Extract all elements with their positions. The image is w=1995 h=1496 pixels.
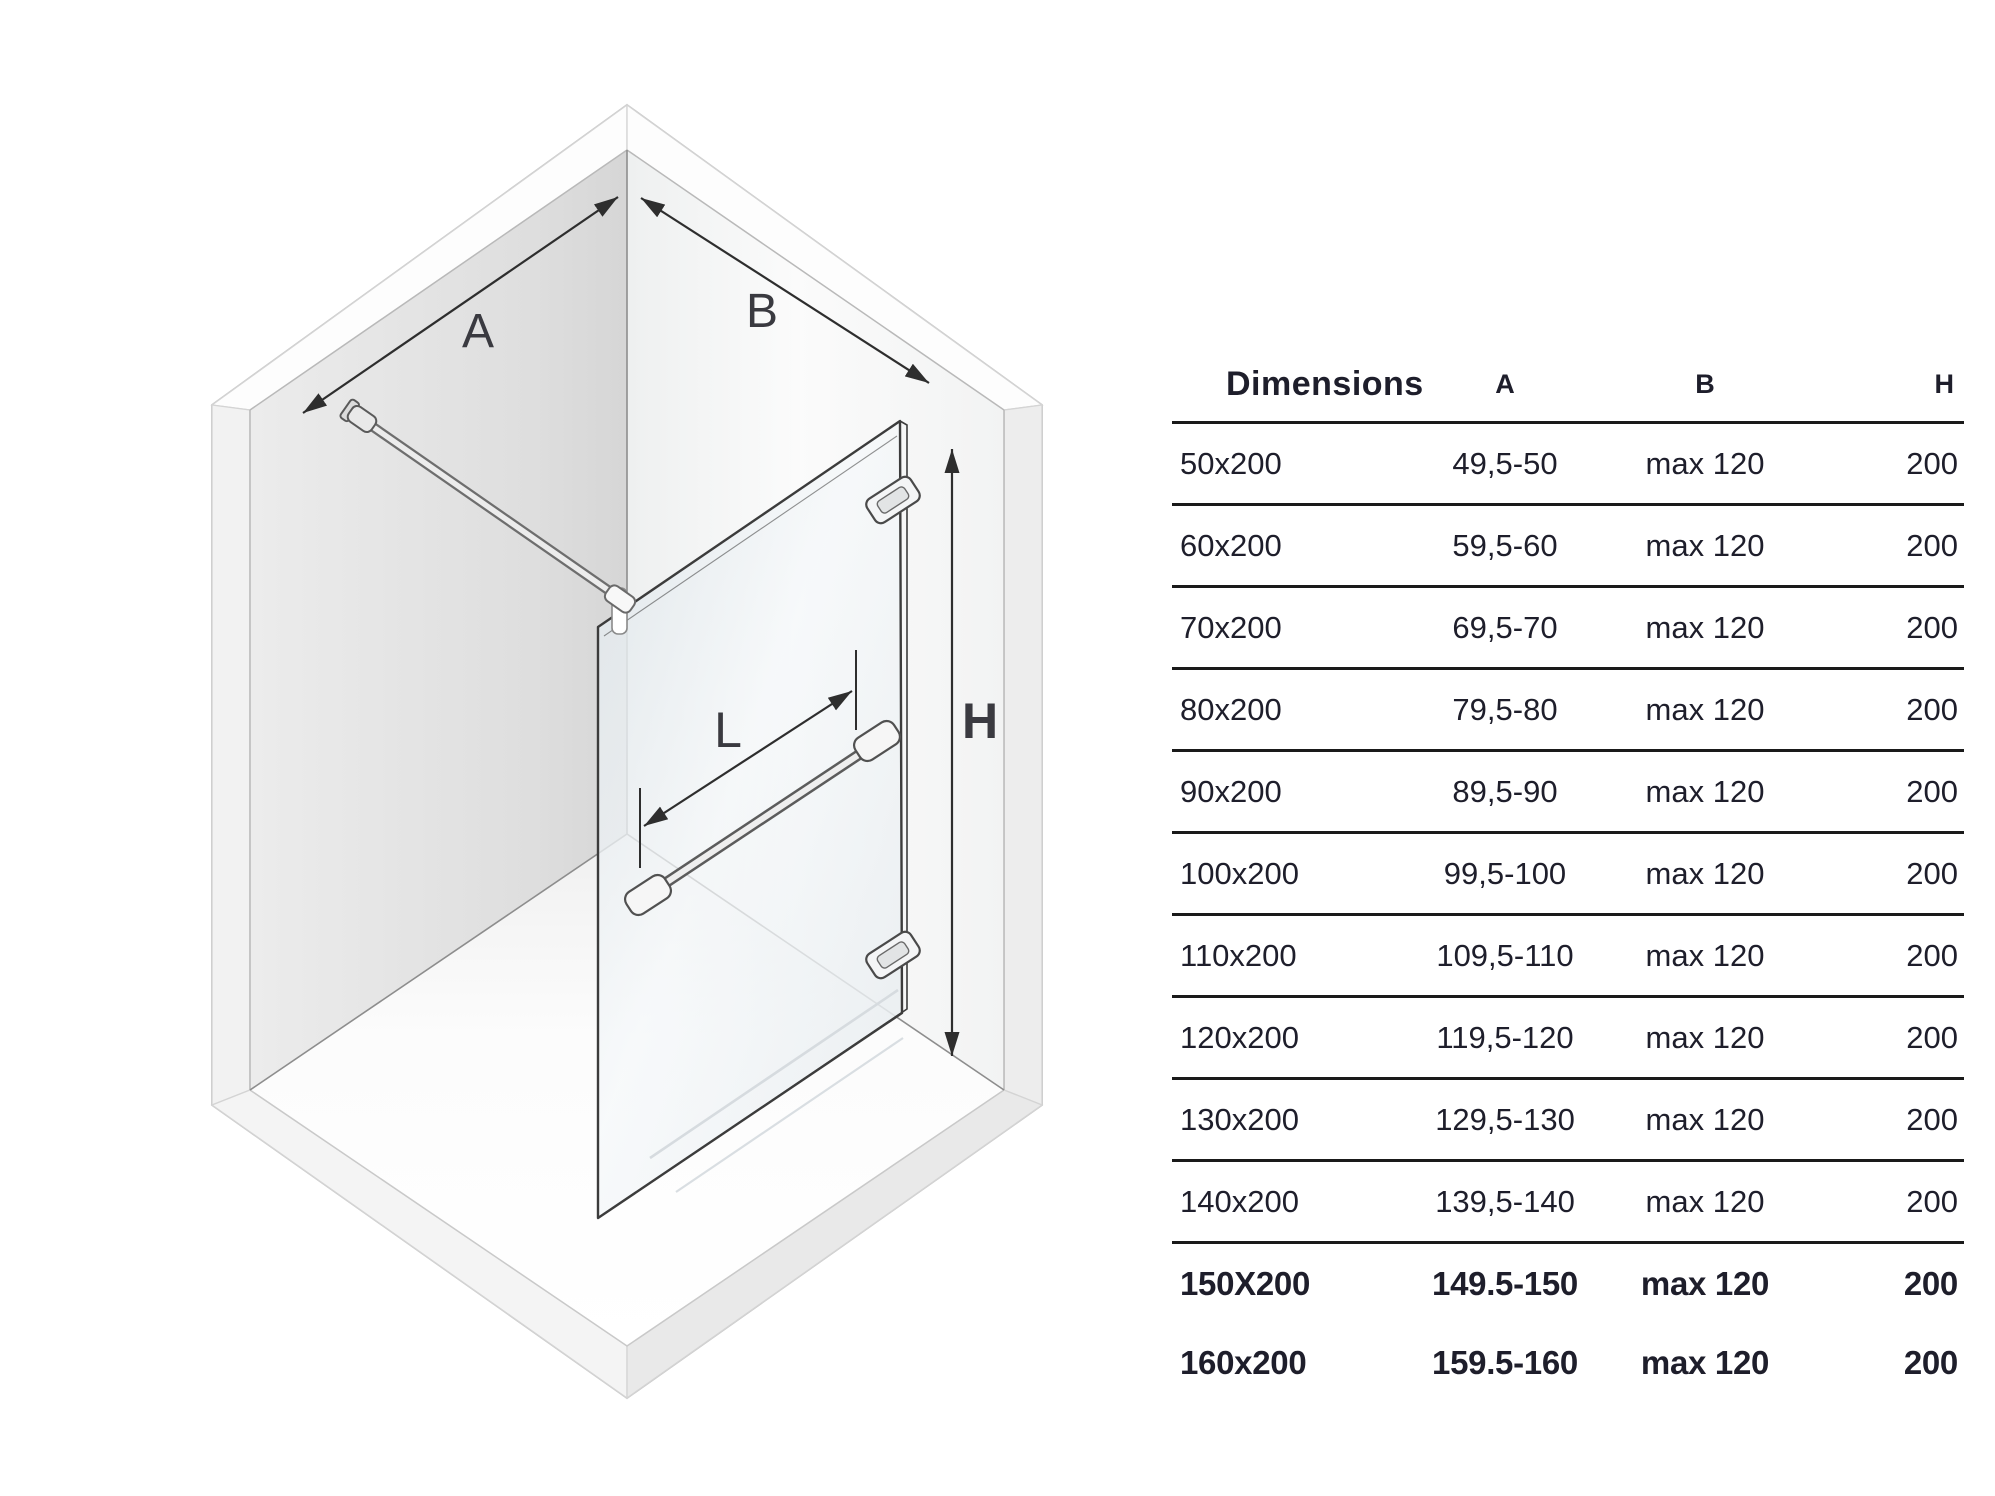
table-cell-h: 200 — [1906, 937, 1958, 973]
table-cell-h: 200 — [1906, 609, 1958, 645]
table-cell-a: 99,5-100 — [1443, 855, 1567, 891]
table-cell-a: 59,5-60 — [1452, 527, 1558, 563]
table-cell-b: max 120 — [1645, 1019, 1765, 1055]
table-header: Dimensions A B H — [1172, 348, 1964, 424]
table-cell-b: max 120 — [1645, 855, 1765, 891]
table-cell-b: max 120 — [1645, 1101, 1765, 1137]
table-row: 60x200 59,5-60 max 120 200 — [1172, 506, 1964, 588]
table-row: 130x200 129,5-130 max 120 200 — [1172, 1080, 1964, 1162]
dimension-arrow-l: L — [639, 650, 857, 868]
table-cell-a: 159.5-160 — [1432, 1343, 1578, 1381]
dimension-label-a: A — [462, 305, 494, 358]
table-row: 50x200 49,5-50 max 120 200 — [1172, 424, 1964, 506]
table-cell-a: 119,5-120 — [1436, 1019, 1574, 1055]
table-cell-h: 200 — [1903, 1264, 1958, 1302]
table-cell-h: 200 — [1903, 1343, 1958, 1381]
shower-enclosure-diagram: A B H L — [210, 103, 1044, 1400]
table-cell-dimensions: 150X200 — [1180, 1264, 1311, 1302]
table-cell-h: 200 — [1906, 1019, 1958, 1055]
wall-bracket-top — [865, 475, 921, 525]
table-cell-dimensions: 90x200 — [1180, 773, 1282, 809]
dimension-label-b: B — [746, 285, 778, 338]
table-row: 160x200 159.5-160 max 120 200 — [1172, 1323, 1964, 1402]
table-cell-a: 89,5-90 — [1452, 773, 1558, 809]
table-cell-h: 200 — [1906, 527, 1958, 563]
table-cell-dimensions: 130x200 — [1180, 1101, 1299, 1137]
table-header-b: B — [1695, 369, 1715, 399]
wall-bracket-bottom — [865, 930, 921, 980]
table-cell-a: 109,5-110 — [1436, 937, 1574, 973]
table-cell-b: max 120 — [1645, 937, 1765, 973]
table-row: 140x200 139,5-140 max 120 200 — [1172, 1162, 1964, 1244]
table-cell-b: max 120 — [1645, 773, 1765, 809]
table-cell-b: max 120 — [1645, 691, 1765, 727]
dimension-arrow-b: B — [640, 197, 930, 384]
table-cell-a: 129,5-130 — [1435, 1101, 1575, 1137]
dimensions-table: Dimensions A B H 50x200 49,5-50 max 120 200… — [1172, 348, 1964, 1402]
table-row: 90x200 89,5-90 max 120 200 — [1172, 752, 1964, 834]
table-cell-a: 149.5-150 — [1432, 1264, 1578, 1302]
glass-top-clamp — [603, 584, 637, 635]
table-cell-b: max 120 — [1645, 1183, 1765, 1219]
table-row: 70x200 69,5-70 max 120 200 — [1172, 588, 1964, 670]
table-cell-dimensions: 70x200 — [1180, 609, 1282, 645]
table-cell-dimensions: 120x200 — [1180, 1019, 1299, 1055]
table-cell-b: max 120 — [1640, 1343, 1770, 1381]
table-row: 120x200 119,5-120 max 120 200 — [1172, 998, 1964, 1080]
table-cell-h: 200 — [1906, 445, 1958, 481]
table-row: 150X200 149.5-150 max 120 200 — [1172, 1244, 1964, 1323]
table-row: 100x200 99,5-100 max 120 200 — [1172, 834, 1964, 916]
table-cell-h: 200 — [1906, 691, 1958, 727]
table-cell-h: 200 — [1906, 855, 1958, 891]
table-cell-a: 69,5-70 — [1452, 609, 1558, 645]
table-cell-dimensions: 100x200 — [1180, 855, 1299, 891]
table-header-dimensions: Dimensions — [1226, 365, 1424, 403]
table-cell-h: 200 — [1906, 1183, 1958, 1219]
dimension-label-l: L — [714, 702, 742, 758]
table-cell-dimensions: 80x200 — [1180, 691, 1282, 727]
table-cell-b: max 120 — [1640, 1264, 1770, 1302]
table-cell-dimensions: 60x200 — [1180, 527, 1282, 563]
table-cell-b: max 120 — [1645, 527, 1765, 563]
table-row: 110x200 109,5-110 max 120 200 — [1172, 916, 1964, 998]
table-cell-a: 139,5-140 — [1435, 1183, 1575, 1219]
table-cell-dimensions: 140x200 — [1180, 1183, 1299, 1219]
table-cell-b: max 120 — [1645, 609, 1765, 645]
table-cell-a: 79,5-80 — [1452, 691, 1558, 727]
table-cell-h: 200 — [1906, 1101, 1958, 1137]
table-cell-a: 49,5-50 — [1452, 445, 1558, 481]
table-cell-h: 200 — [1906, 773, 1958, 809]
dimension-arrow-a: A — [302, 196, 619, 414]
dimension-label-h: H — [962, 693, 998, 749]
dimension-table-rows: 50x200 49,5-50 max 120 200 60x200 59,5-60 max … — [1172, 424, 1964, 1402]
table-cell-dimensions: 50x200 — [1180, 445, 1282, 481]
table-header-a: A — [1495, 369, 1515, 399]
dimension-arrow-h: H — [944, 449, 998, 1056]
table-cell-dimensions: 110x200 — [1180, 937, 1297, 973]
table-cell-dimensions: 160x200 — [1180, 1343, 1307, 1381]
table-row: 80x200 79,5-80 max 120 200 — [1172, 670, 1964, 752]
table-cell-b: max 120 — [1645, 445, 1765, 481]
table-header-h: H — [1934, 369, 1955, 399]
